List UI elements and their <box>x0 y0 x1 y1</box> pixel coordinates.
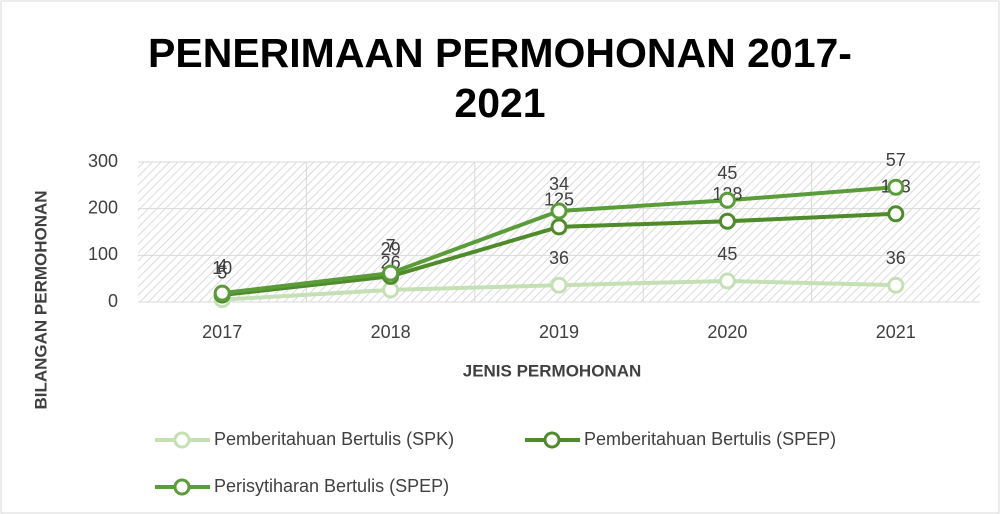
point-marker <box>382 281 400 299</box>
point-marker <box>887 276 905 294</box>
legend-label: Pemberitahuan Bertulis (SPEP) <box>584 429 836 449</box>
legend-marker <box>173 478 191 496</box>
x-tick-label: 2017 <box>202 322 242 342</box>
legend-label: Perisytiharan Bertulis (SPEP) <box>214 476 449 496</box>
data-label: 45 <box>717 244 737 264</box>
data-label: 5 <box>217 262 227 282</box>
data-label: 57 <box>886 150 906 170</box>
x-tick-label: 2019 <box>539 322 579 342</box>
point-marker <box>718 191 736 209</box>
data-label: 10 <box>212 258 232 278</box>
data-label: 7 <box>386 236 396 256</box>
x-axis-title: JENIS PERMOHONAN <box>463 361 642 380</box>
point-marker <box>213 284 231 302</box>
chart-title: PENERIMAAN PERMOHONAN 2017-2021 <box>148 30 852 126</box>
data-label: 4 <box>217 256 227 276</box>
legend-marker <box>173 431 191 449</box>
y-axis-title: BILANGAN PERMOHONAN <box>31 190 50 409</box>
y-tick-label: 200 <box>88 197 118 217</box>
data-label: 125 <box>544 190 574 210</box>
y-tick-label: 100 <box>88 244 118 264</box>
y-tick-label: 300 <box>88 151 118 171</box>
point-marker <box>382 264 400 282</box>
point-marker <box>718 272 736 290</box>
point-marker <box>550 276 568 294</box>
x-tick-label: 2021 <box>876 322 916 342</box>
legend-label: Pemberitahuan Bertulis (SPK) <box>214 429 454 449</box>
data-label: 45 <box>717 163 737 183</box>
point-marker <box>550 202 568 220</box>
point-marker <box>887 178 905 196</box>
legend-marker <box>543 431 561 449</box>
data-label: 36 <box>549 248 569 268</box>
y-tick-label: 0 <box>108 291 118 311</box>
point-marker <box>887 205 905 223</box>
point-marker <box>718 212 736 230</box>
data-label: 36 <box>886 248 906 268</box>
x-tick-label: 2020 <box>707 322 747 342</box>
data-label: 34 <box>549 174 569 194</box>
data-label: 29 <box>381 239 401 259</box>
x-tick-label: 2018 <box>371 322 411 342</box>
point-marker <box>550 218 568 236</box>
